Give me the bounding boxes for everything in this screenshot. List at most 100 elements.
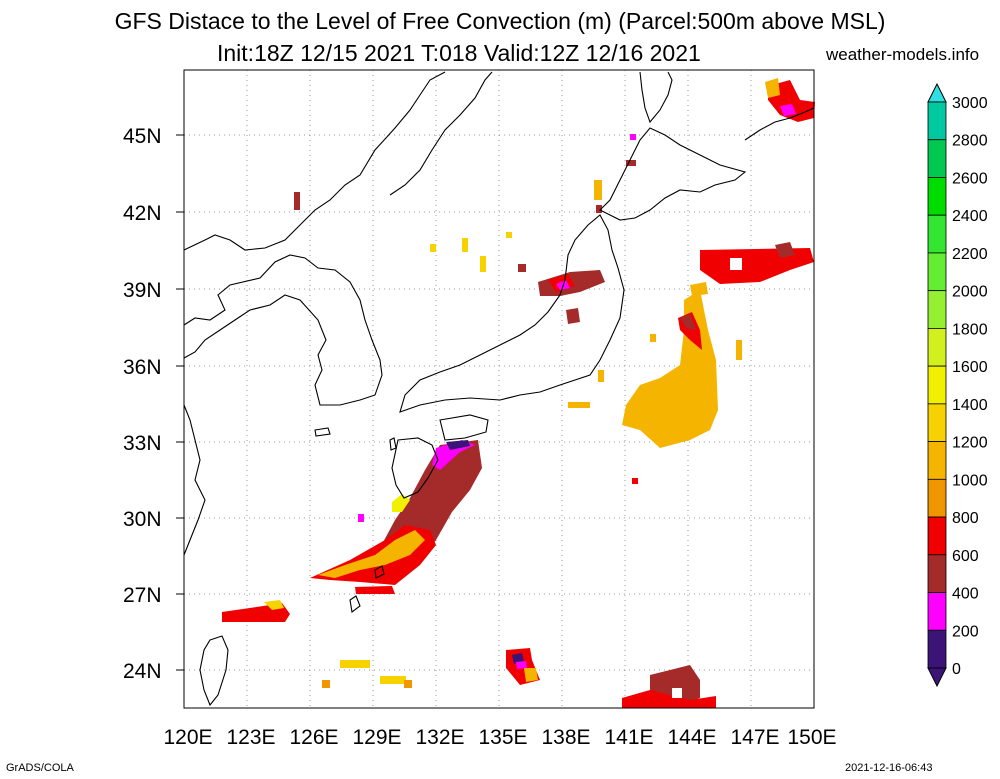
shade-south-white [672, 688, 682, 698]
colorbar-label: 2200 [952, 246, 988, 263]
lon-label: 150E [787, 726, 836, 749]
lon-label: 138E [541, 726, 590, 749]
colorbar-label: 800 [952, 510, 979, 527]
lon-label: 147E [730, 726, 779, 749]
shade-minami-orange [524, 668, 538, 682]
lat-label: 30N [123, 508, 162, 531]
colorbar-bottom-arrow [927, 667, 947, 688]
coast-manchuria [183, 71, 446, 251]
map-subtitle: Init:18Z 12/15 2021 T:018 Valid:12Z 12/1… [217, 40, 701, 66]
map-frame [183, 69, 815, 709]
colorbar-segment [927, 554, 947, 593]
shade-amami [355, 586, 395, 594]
coastlines [183, 71, 815, 707]
shade-yaeyama-yellow [264, 600, 284, 610]
colorbar-segment [927, 478, 947, 518]
shade-pacific-orange [622, 290, 718, 448]
shade-east-red [700, 248, 814, 284]
coast-ryukyu [349, 565, 385, 613]
map-title: GFS Distace to the Level of Free Convect… [114, 8, 886, 34]
colorbar-label: 0 [952, 661, 961, 678]
shade-kyushu-purple [446, 440, 470, 450]
coast-kurils [744, 107, 815, 141]
shade-minami-magenta [516, 661, 527, 669]
colorbar-label: 400 [952, 586, 979, 603]
colorbar-label: 2800 [952, 133, 988, 150]
colorbar-label: 1800 [952, 321, 988, 338]
shade-kuril-orange [765, 78, 780, 98]
colorbar-segment [927, 214, 947, 254]
shade-noto [566, 308, 580, 324]
shade-east-white [730, 258, 742, 270]
colorbar-label: 1400 [952, 397, 988, 414]
footer-timestamp: 2021-12-16-06:43 [845, 762, 933, 774]
colorbar-segment [927, 516, 947, 556]
coast-honshu [399, 214, 625, 413]
shade-kyushu-magenta [432, 440, 475, 470]
colorbar-label: 1000 [952, 472, 988, 489]
colorbar-label: 2600 [952, 170, 988, 187]
shade-kuril [768, 80, 815, 122]
colorbar-segment [927, 592, 947, 631]
site-label: weather-models.info [826, 45, 980, 64]
colorbar-label: 600 [952, 548, 979, 565]
lon-label: 129E [352, 726, 401, 749]
lat-label: 39N [123, 279, 162, 302]
coast-cheju [314, 427, 331, 437]
colorbar-segment [927, 629, 947, 669]
lon-label: 120E [163, 726, 212, 749]
colorbar-segment [927, 327, 947, 367]
colorbar-segment [927, 365, 947, 405]
coast-china-east [183, 404, 206, 556]
map-grid [184, 70, 814, 708]
shade-pacific-brown [680, 314, 696, 330]
coast-shikoku [439, 414, 489, 441]
coast-china-korea [183, 254, 383, 406]
lon-label: 144E [667, 726, 716, 749]
coast-kyushu [391, 437, 439, 499]
lat-label: 27N [123, 584, 162, 607]
colorbar-segment [927, 290, 947, 329]
shade-minami-purple [512, 653, 524, 664]
shade-band-orange [318, 530, 425, 578]
colorbar-segment [927, 177, 947, 216]
colorbar-label: 1600 [952, 359, 988, 376]
shade-kyushu-yellow [392, 494, 410, 512]
shade-east-orange [690, 282, 708, 296]
coast-tsushima [389, 437, 397, 451]
colorbar-label: 200 [952, 623, 979, 640]
lon-label: 123E [226, 726, 275, 749]
shade-south-red [622, 690, 716, 708]
colorbar-top-arrow [927, 82, 947, 103]
lat-label: 45N [123, 125, 162, 148]
lon-label: 126E [289, 726, 338, 749]
lfc-shading [222, 78, 815, 708]
shade-kuril-magenta [780, 104, 796, 116]
colorbar-segment [927, 101, 947, 141]
colorbar-label: 2400 [952, 208, 988, 225]
footer-credit: GrADS/COLA [6, 762, 74, 774]
colorbar-segment [927, 252, 947, 292]
lon-label: 141E [604, 726, 653, 749]
lon-label: 135E [478, 726, 527, 749]
lat-axis: 45N 42N 39N 36N 33N 30N 27N 24N [123, 125, 184, 683]
lat-label: 42N [123, 202, 162, 225]
colorbar-label: 3000 [952, 95, 988, 112]
coast-taiwan [199, 635, 229, 707]
colorbar-segment [927, 403, 947, 443]
colorbar-label: 1200 [952, 435, 988, 452]
lat-label: 33N [123, 432, 162, 455]
colorbar: 3000280026002400220020001800160014001200… [927, 82, 988, 688]
lat-label: 36N [123, 356, 162, 379]
lat-label: 24N [123, 660, 162, 683]
shade-east-brown [775, 242, 795, 258]
lon-label: 132E [415, 726, 464, 749]
coast-russia-far-east [389, 71, 493, 196]
colorbar-label: 2000 [952, 284, 988, 301]
coast-sakhalin [639, 71, 673, 124]
lon-axis: 120E 123E 126E 129E 132E 135E 138E 141E … [163, 726, 836, 749]
colorbar-segment [927, 139, 947, 178]
coast-hokkaido [599, 127, 747, 221]
colorbar-segment [927, 441, 947, 480]
